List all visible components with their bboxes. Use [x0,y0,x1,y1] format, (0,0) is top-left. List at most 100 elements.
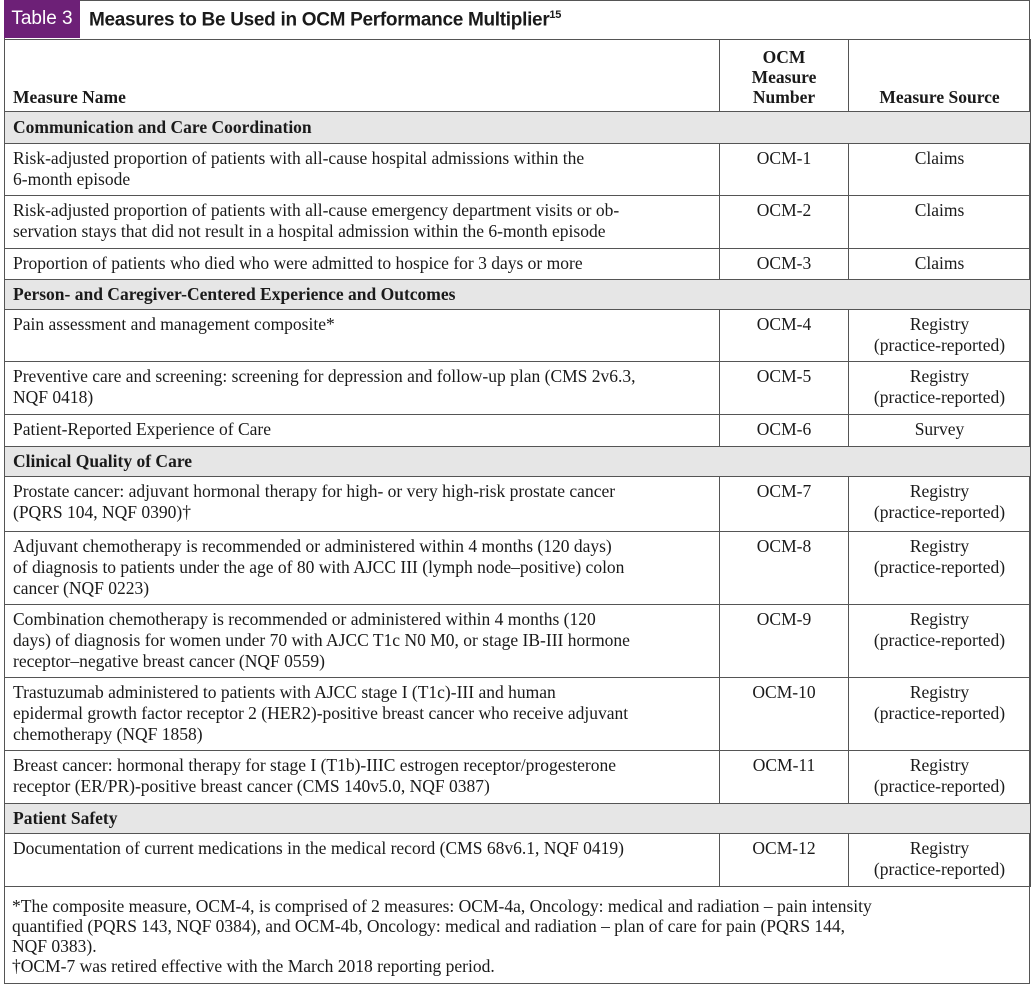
measure-source: Registry (practice-reported) [848,604,1031,678]
measure-line: chemotherapy (NQF 1858) [13,724,203,744]
footnotes: *The composite measure, OCM-4, is compri… [12,896,872,976]
measure-line: Prostate cancer: adjuvant hormonal thera… [13,481,616,501]
title-text: Measures to Be Used in OCM Performance M… [89,9,550,31]
measure-line: Pain assessment and management composite… [13,314,335,334]
source-line: (practice-reported) [873,502,1006,522]
measure-line: servation stays that did not result in a… [13,221,606,241]
measure-source: Claims [848,195,1031,249]
column-header: OCM Measure Number [719,39,849,112]
source-line: Survey [914,419,965,439]
measure-name: Breast cancer: hormonal therapy for stag… [4,750,720,804]
source-line: Claims [914,200,965,220]
source-line: (practice-reported) [873,703,1006,723]
measure-line: Proportion of patients who died who were… [13,253,583,273]
footnote: †OCM-7 was retired effective with the Ma… [12,956,872,976]
measure-line: Combination chemotherapy is recommended … [13,609,596,629]
measure-number: OCM-2 [719,195,849,249]
measure-name: Risk-adjusted proportion of patients wit… [4,143,720,196]
source-line: Registry [909,314,970,334]
source-line: (practice-reported) [873,335,1006,355]
measure-line: NQF 0418) [13,387,94,407]
measure-name: Trastuzumab administered to patients wit… [4,677,720,751]
measure-number: OCM-8 [719,531,849,605]
header-line: Number [752,87,816,107]
source-line: (practice-reported) [873,859,1006,879]
section-row: Communication and Care Coordination [4,111,1031,144]
measure-line: Documentation of current medications in … [13,838,624,858]
title-superscript: 15 [549,9,562,21]
measure-row: Pain assessment and management composite… [4,309,1031,362]
source-line: Registry [909,682,970,702]
source-line: (practice-reported) [873,387,1006,407]
source-line: Registry [909,366,970,386]
measure-source: Registry (practice-reported) [848,531,1031,605]
header-line: OCM [762,47,806,67]
measure-name: Preventive care and screening: screening… [4,361,720,415]
measure-line: Preventive care and screening: screening… [13,366,636,386]
footnote-line: †OCM-7 was retired effective with the Ma… [12,956,495,976]
header-row: Measure Name OCM Measure Number Measure Sour… [4,39,1031,112]
measure-line: epidermal growth factor receptor 2 (HER2… [13,703,629,723]
section-title: Patient Safety [4,803,1031,834]
measure-source: Claims [848,248,1031,280]
measure-line: Adjuvant chemotherapy is recommended or … [13,536,612,556]
measure-line: of diagnosis to patients under the age o… [13,557,625,577]
source-line: Claims [914,253,965,273]
measure-row: Proportion of patients who died who were… [4,248,1031,280]
measure-line: Risk-adjusted proportion of patients wit… [13,200,620,220]
source-line: Registry [909,838,970,858]
measure-name: Prostate cancer: adjuvant hormonal thera… [4,476,720,532]
section-title: Communication and Care Coordination [4,111,1031,144]
measure-row: Risk-adjusted proportion of patients wit… [4,195,1031,249]
measure-line: 6-month episode [13,169,131,189]
measure-number: OCM-6 [719,414,849,447]
source-line: Registry [909,609,970,629]
measure-number: OCM-4 [719,309,849,362]
measure-name: Combination chemotherapy is recommended … [4,604,720,678]
measure-line: (PQRS 104, NQF 0390)† [13,502,191,522]
measure-source: Registry (practice-reported) [848,833,1031,887]
table-label: Table 3 [4,0,80,38]
footnote-line: NQF 0383). [12,936,97,956]
measure-row: Breast cancer: hormonal therapy for stag… [4,750,1031,804]
measure-number: OCM-12 [719,833,849,887]
measure-source: Survey [848,414,1031,447]
footnote: *The composite measure, OCM-4, is compri… [12,896,872,956]
measure-row: Trastuzumab administered to patients wit… [4,677,1031,751]
measure-line: Trastuzumab administered to patients wit… [13,682,556,702]
measure-name: Documentation of current medications in … [4,833,720,887]
footnote-line: *The composite measure, OCM-4, is compri… [12,896,872,916]
measure-source: Registry (practice-reported) [848,476,1031,532]
measure-line: receptor (ER/PR)-positive breast cancer … [13,776,490,796]
measure-line: receptor–negative breast cancer (NQF 055… [13,651,325,671]
footnote-line: quantified (PQRS 143, NQF 0384), and OCM… [12,916,846,936]
source-line: Claims [914,148,965,168]
measure-number: OCM-3 [719,248,849,280]
source-line: Registry [909,755,970,775]
source-line: (practice-reported) [873,557,1006,577]
measure-source: Registry (practice-reported) [848,677,1031,751]
column-header: Measure Source [848,39,1031,112]
measure-line: cancer (NQF 0223) [13,578,150,598]
measure-row: Preventive care and screening: screening… [4,361,1031,415]
measure-line: Breast cancer: hormonal therapy for stag… [13,755,616,775]
measure-number: OCM-1 [719,143,849,196]
measure-number: OCM-9 [719,604,849,678]
source-line: (practice-reported) [873,630,1006,650]
measure-number: OCM-5 [719,361,849,415]
header-line: Measure Source [879,87,1000,107]
measure-row: Documentation of current medications in … [4,833,1031,887]
measure-name: Pain assessment and management composite… [4,309,720,362]
measure-number: OCM-7 [719,476,849,532]
source-line: (practice-reported) [873,776,1006,796]
measure-row: Adjuvant chemotherapy is recommended or … [4,531,1031,605]
measures-table: Measure Name OCM Measure Number Measure Sour… [4,39,1031,887]
header-line: Measure [751,67,817,87]
section-row: Person- and Caregiver-Centered Experienc… [4,279,1031,310]
measure-row: Patient-Reported Experience of Care OCM-6… [4,414,1031,447]
measure-row: Risk-adjusted proportion of patients wit… [4,143,1031,196]
section-row: Clinical Quality of Care [4,446,1031,477]
measure-source: Registry (practice-reported) [848,309,1031,362]
section-title: Person- and Caregiver-Centered Experienc… [4,279,1031,310]
measure-line: Patient-Reported Experience of Care [13,419,272,439]
